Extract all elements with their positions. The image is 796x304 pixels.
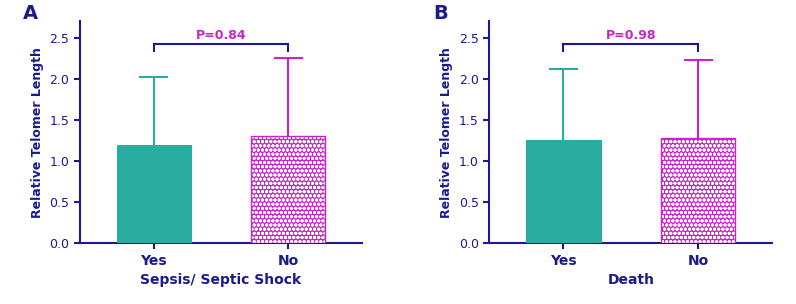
Text: P=0.98: P=0.98 [606, 29, 656, 42]
Bar [661, 138, 735, 243]
Bar [252, 136, 326, 243]
Text: B: B [433, 4, 447, 22]
X-axis label: Death: Death [607, 273, 654, 287]
Y-axis label: Relative Telomer Length: Relative Telomer Length [30, 47, 44, 218]
X-axis label: Sepsis/ Septic Shock: Sepsis/ Septic Shock [140, 273, 302, 287]
Bar [252, 136, 326, 243]
Text: P=0.84: P=0.84 [196, 29, 246, 42]
Bar [526, 140, 600, 243]
Text: A: A [23, 4, 38, 22]
Bar [661, 138, 735, 243]
Y-axis label: Relative Telomer Length: Relative Telomer Length [440, 47, 454, 218]
Bar [117, 145, 191, 243]
